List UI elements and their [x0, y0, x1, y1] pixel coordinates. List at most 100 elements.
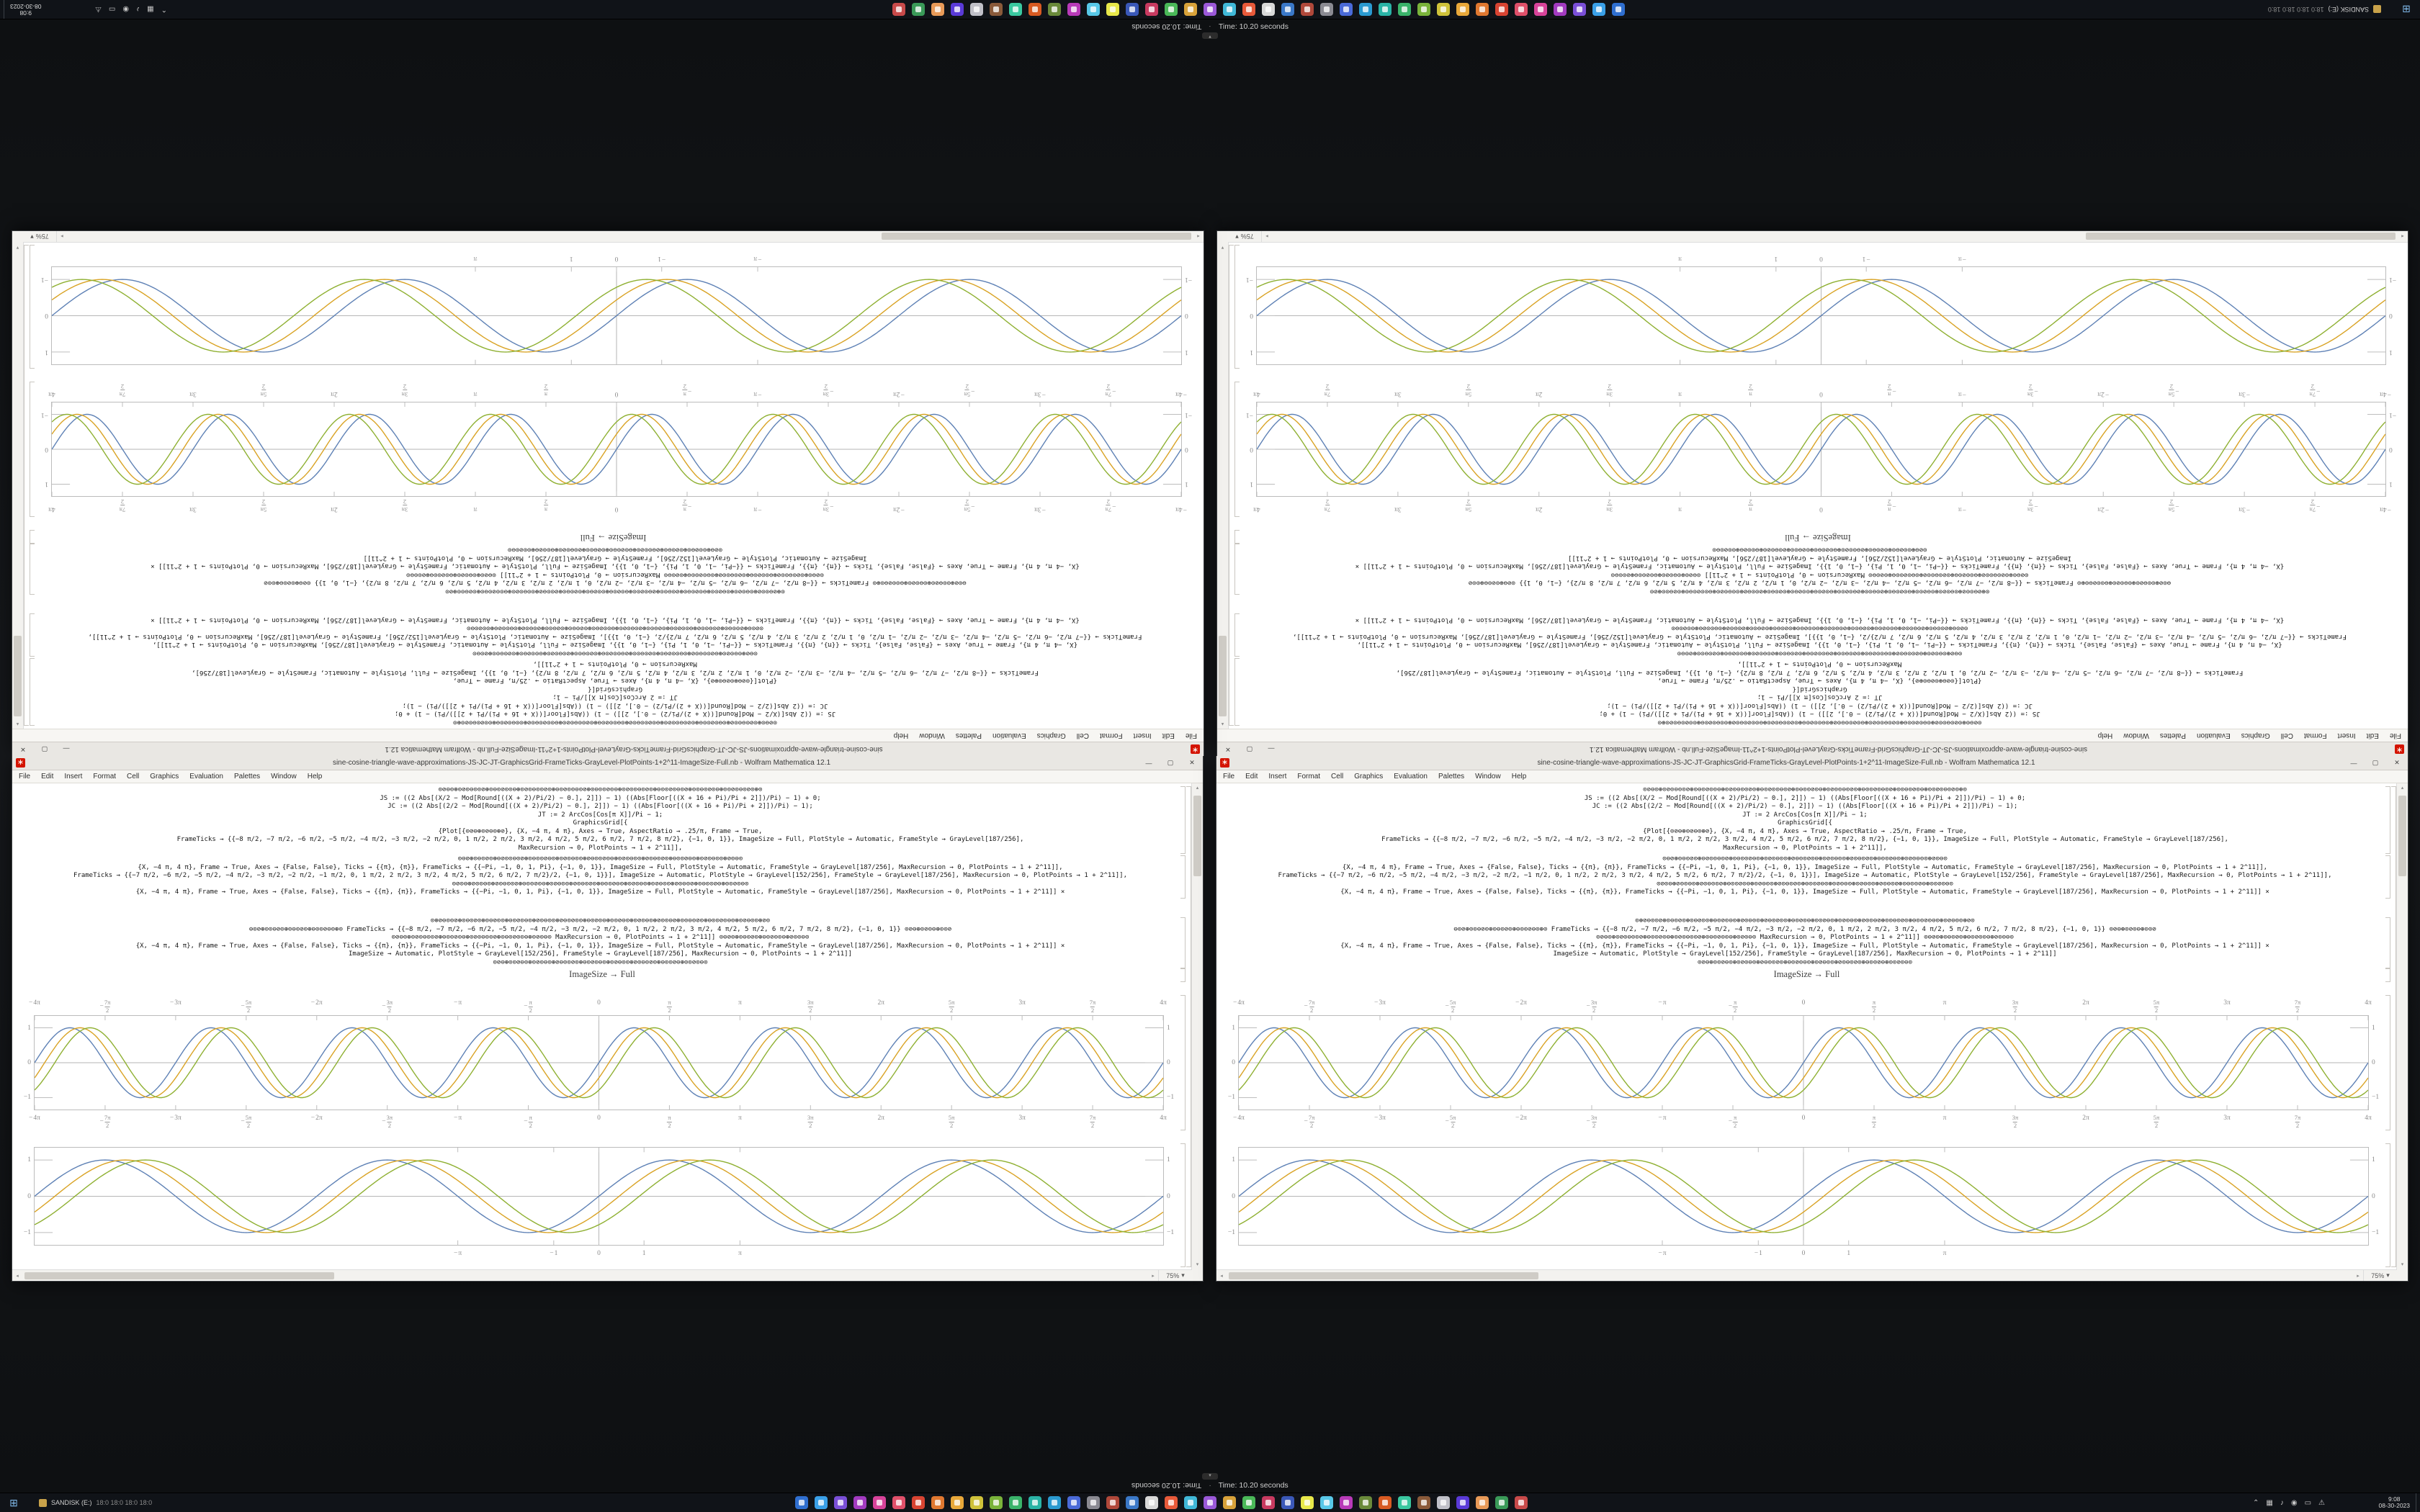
pinned-app-icon[interactable]	[1204, 1496, 1216, 1509]
cell-bracket[interactable]	[30, 530, 35, 544]
pinned-app-icon[interactable]	[1476, 1496, 1489, 1509]
taskbar-drive-button[interactable]: SANDISK (E:) 18:0 18:0 18:0 18:0	[2261, 0, 2388, 19]
pinned-app-icon[interactable]	[1106, 3, 1119, 16]
input-code-cell[interactable]: ⊙⊖⊘⊕⊙⊖⊙⊘⊙⊕⊖⊘⊙⊙⊖⊙⊘⊕⊙⊖⊙⊙⊘⊖⊙⊕⊙⊘⊙⊖⊙⊙⊕⊘⊖⊙⊙⊘⊙⊖…	[1249, 616, 2390, 657]
close-button[interactable]: ✕	[20, 746, 26, 753]
pinned-app-icon[interactable]	[1398, 3, 1411, 16]
taskbar-clock[interactable]: 9:08 08-30-2023	[10, 0, 41, 19]
pinned-app-icon[interactable]	[892, 3, 905, 16]
pinned-app-icon[interactable]	[1087, 3, 1100, 16]
pinned-app-icon[interactable]	[1028, 1496, 1041, 1509]
pinned-app-icon[interactable]	[1320, 3, 1333, 16]
menu-window[interactable]: Window	[1475, 773, 1501, 780]
pinned-app-icon[interactable]	[990, 3, 1003, 16]
menu-cell[interactable]: Cell	[127, 773, 140, 780]
menu-cell[interactable]: Cell	[1331, 773, 1344, 780]
window-titlebar[interactable]: ∗ sine-cosine-triangle-wave-approximatio…	[1216, 756, 2408, 770]
cell-group-bracket[interactable]	[1186, 786, 1191, 1267]
scroll-up-icon[interactable]: ▴	[16, 721, 19, 726]
menu-insert[interactable]: Insert	[2337, 732, 2356, 739]
pinned-app-icon[interactable]	[1223, 1496, 1236, 1509]
menu-edit[interactable]: Edit	[1245, 773, 1258, 780]
pinned-app-icon[interactable]	[970, 1496, 983, 1509]
scroll-right-icon[interactable]: ▸	[60, 233, 63, 239]
volume-icon[interactable]: ♪	[136, 5, 140, 14]
maximize-button[interactable]: ▢	[1167, 759, 1174, 766]
close-button[interactable]: ✕	[1225, 746, 1231, 753]
cell-bracket[interactable]	[2385, 1143, 2390, 1267]
timer-collapse-button[interactable]: ▾	[1202, 1473, 1218, 1480]
menu-format[interactable]: Format	[93, 773, 117, 780]
pinned-app-icon[interactable]	[1067, 1496, 1080, 1509]
menu-file[interactable]: File	[2389, 732, 2401, 739]
magnification-control[interactable]: 75% ▾	[1158, 1270, 1192, 1281]
scroll-down-icon[interactable]: ▾	[2401, 1262, 2404, 1267]
cell-bracket[interactable]	[1180, 855, 1186, 899]
pinned-app-icon[interactable]	[990, 1496, 1003, 1509]
window-titlebar[interactable]: ∗ sine-cosine-triangle-wave-approximatio…	[1217, 742, 2408, 756]
scroll-right-icon[interactable]: ▸	[1152, 1273, 1155, 1279]
pinned-app-icon[interactable]	[1242, 1496, 1255, 1509]
minimize-button[interactable]: —	[1268, 745, 1275, 753]
menu-insert[interactable]: Insert	[64, 773, 83, 780]
pinned-app-icon[interactable]	[1184, 3, 1197, 16]
scroll-left-icon[interactable]: ◂	[2401, 233, 2404, 239]
pinned-app-icon[interactable]	[834, 1496, 847, 1509]
pinned-app-icon[interactable]	[1106, 1496, 1119, 1509]
menu-graphics[interactable]: Graphics	[1354, 773, 1384, 780]
input-code-cell[interactable]: ⊙⊕⊘⊖⊙⊙⊘⊕⊙⊖⊙⊘⊙⊕⊙⊖⊘⊙⊙⊕⊖⊙⊘⊙⊖⊙⊕⊘⊙⊖⊙⊙⊕⊘⊖⊙⊘⊙⊙⊕…	[44, 545, 1186, 595]
maximize-button[interactable]: ▢	[1246, 746, 1253, 753]
battery-icon[interactable]: ▭	[2304, 1498, 2312, 1507]
pinned-app-icon[interactable]	[892, 1496, 905, 1509]
menu-format[interactable]: Format	[2303, 732, 2327, 739]
close-button[interactable]: ✕	[1189, 759, 1195, 766]
cell-bracket[interactable]	[2385, 855, 2390, 899]
menu-evaluation[interactable]: Evaluation	[1394, 773, 1428, 780]
magnification-control[interactable]: 75% ▾	[2363, 1270, 2397, 1281]
menu-help[interactable]: Help	[307, 773, 323, 780]
input-code-cell[interactable]: ⊙⊕⊘⊖⊙⊙⊘⊕⊙⊖⊙⊘⊙⊕⊙⊖⊘⊙⊙⊕⊖⊙⊘⊙⊖⊙⊕⊘⊙⊖⊙⊙⊕⊘⊖⊙⊘⊙⊙⊕…	[1249, 545, 2390, 595]
vertical-scroll-thumb[interactable]	[1219, 636, 1227, 716]
pinned-app-icon[interactable]	[970, 3, 983, 16]
cell-group-bracket[interactable]	[2391, 786, 2396, 1267]
pinned-app-icon[interactable]	[1126, 3, 1139, 16]
magnification-control[interactable]: 75% ▾	[23, 231, 57, 242]
menu-help[interactable]: Help	[893, 732, 909, 739]
menu-edit[interactable]: Edit	[2366, 732, 2379, 739]
scroll-down-icon[interactable]: ▾	[1196, 1262, 1199, 1267]
scroll-left-icon[interactable]: ◂	[1220, 1273, 1223, 1279]
pinned-app-icon[interactable]	[1398, 1496, 1411, 1509]
pinned-app-icon[interactable]	[1048, 1496, 1061, 1509]
pinned-app-icon[interactable]	[1165, 1496, 1178, 1509]
menu-file[interactable]: File	[19, 773, 31, 780]
cell-bracket[interactable]	[1180, 917, 1186, 969]
input-code-cell[interactable]: ⊙⊘⊖⊙⊕⊙⊘⊙⊖⊙⊙⊘⊕⊙⊖⊙⊘⊙⊙⊖⊕⊙⊘⊙⊖⊙⊙⊘⊙⊕⊖⊙⊘⊙⊙⊖⊙⊘⊕⊙…	[30, 786, 1171, 852]
menu-evaluation[interactable]: Evaluation	[2197, 732, 2231, 739]
scroll-up-icon[interactable]: ▴	[1196, 786, 1199, 791]
cell-bracket[interactable]	[30, 613, 35, 657]
pinned-app-icon[interactable]	[1359, 3, 1372, 16]
scroll-left-icon[interactable]: ◂	[1197, 233, 1200, 239]
pinned-app-icon[interactable]	[1223, 3, 1236, 16]
onedrive-icon[interactable]: ◉	[122, 5, 130, 14]
network-icon[interactable]: ▦	[147, 5, 154, 14]
pinned-app-icon[interactable]	[951, 1496, 964, 1509]
cell-bracket[interactable]	[1234, 382, 1240, 517]
horizontal-scroll-thumb[interactable]	[882, 233, 1191, 240]
pinned-app-icon[interactable]	[1048, 3, 1061, 16]
scroll-left-icon[interactable]: ◂	[16, 1273, 19, 1279]
horizontal-scroll-thumb[interactable]	[1229, 1272, 1538, 1279]
menu-palettes[interactable]: Palettes	[234, 773, 261, 780]
horizontal-scroll-thumb[interactable]	[2086, 233, 2396, 240]
pinned-app-icon[interactable]	[1417, 3, 1430, 16]
cell-bracket[interactable]	[30, 543, 35, 595]
pinned-app-icon[interactable]	[1379, 1496, 1392, 1509]
scroll-right-icon[interactable]: ▸	[2357, 1273, 2360, 1279]
minimize-button[interactable]: —	[63, 745, 70, 753]
pinned-app-icon[interactable]	[1242, 3, 1255, 16]
pinned-app-icon[interactable]	[1456, 1496, 1469, 1509]
vertical-scrollbar[interactable]: ▴ ▾	[2396, 783, 2408, 1270]
pinned-app-icon[interactable]	[1340, 3, 1353, 16]
pinned-app-icon[interactable]	[873, 1496, 886, 1509]
pinned-app-icon[interactable]	[1592, 3, 1605, 16]
